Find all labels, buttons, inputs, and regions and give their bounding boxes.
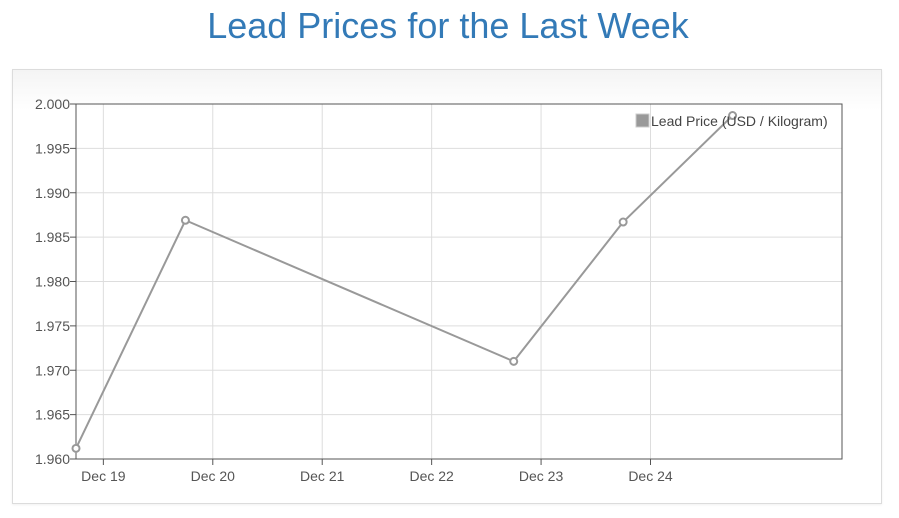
line-chart: 1.960 1.965 1.970 1.975 1.980 1.985 1.990 1.995… — [35, 96, 843, 484]
x-tick-label: Dec 23 — [519, 468, 564, 484]
x-axis: Dec 19 Dec 20 Dec 21 Dec 22 Dec 23 Dec 24 — [81, 459, 673, 484]
data-point[interactable] — [509, 356, 519, 366]
legend-swatch — [635, 113, 650, 128]
x-tick-label: Dec 19 — [81, 468, 126, 484]
y-tick-label: 1.960 — [35, 451, 70, 467]
x-tick-label: Dec 21 — [300, 468, 345, 484]
data-point[interactable] — [71, 443, 81, 453]
grid-lines — [76, 103, 842, 460]
y-tick-label: 1.965 — [35, 407, 70, 423]
data-point[interactable] — [180, 215, 190, 225]
legend-label: Lead Price (USD / Kilogram) — [651, 113, 828, 129]
x-tick-label: Dec 20 — [191, 468, 236, 484]
y-axis: 1.960 1.965 1.970 1.975 1.980 1.985 1.990 1.995… — [35, 96, 76, 467]
chart-panel: 1.960 1.965 1.970 1.975 1.980 1.985 1.990 1.995… — [12, 69, 882, 504]
x-tick-label: Dec 22 — [409, 468, 454, 484]
x-tick-label: Dec 24 — [628, 468, 673, 484]
y-tick-label: 1.995 — [35, 140, 70, 156]
y-tick-label: 1.970 — [35, 362, 70, 378]
data-point[interactable] — [618, 217, 628, 227]
page-title: Lead Prices for the Last Week — [207, 5, 689, 46]
y-tick-label: 1.980 — [35, 274, 70, 290]
y-tick-label: 2.000 — [35, 96, 70, 112]
legend[interactable]: Lead Price (USD / Kilogram) — [635, 113, 828, 129]
y-tick-label: 1.985 — [35, 229, 70, 245]
y-tick-label: 1.975 — [35, 318, 70, 334]
series-layer — [71, 111, 738, 453]
data-point[interactable] — [728, 111, 738, 121]
y-tick-label: 1.990 — [35, 185, 70, 201]
